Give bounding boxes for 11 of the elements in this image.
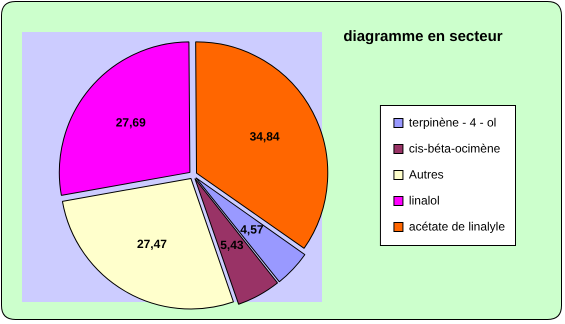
data-label: 34,84 (250, 130, 280, 144)
chart-title: diagramme en secteur (343, 28, 503, 46)
legend-label: Autres (408, 167, 444, 182)
legend-label: cis-béta-ocimène (408, 141, 501, 156)
legend-label: linalol (408, 193, 440, 208)
legend-label: acétate de linalyle (408, 219, 506, 234)
data-label: 4,57 (240, 222, 264, 237)
data-label: 5,43 (220, 238, 244, 252)
data-label: 27,47 (136, 237, 168, 252)
data-label: 27,69 (116, 116, 146, 130)
legend-label: terpinène - 4 - ol (408, 115, 496, 130)
